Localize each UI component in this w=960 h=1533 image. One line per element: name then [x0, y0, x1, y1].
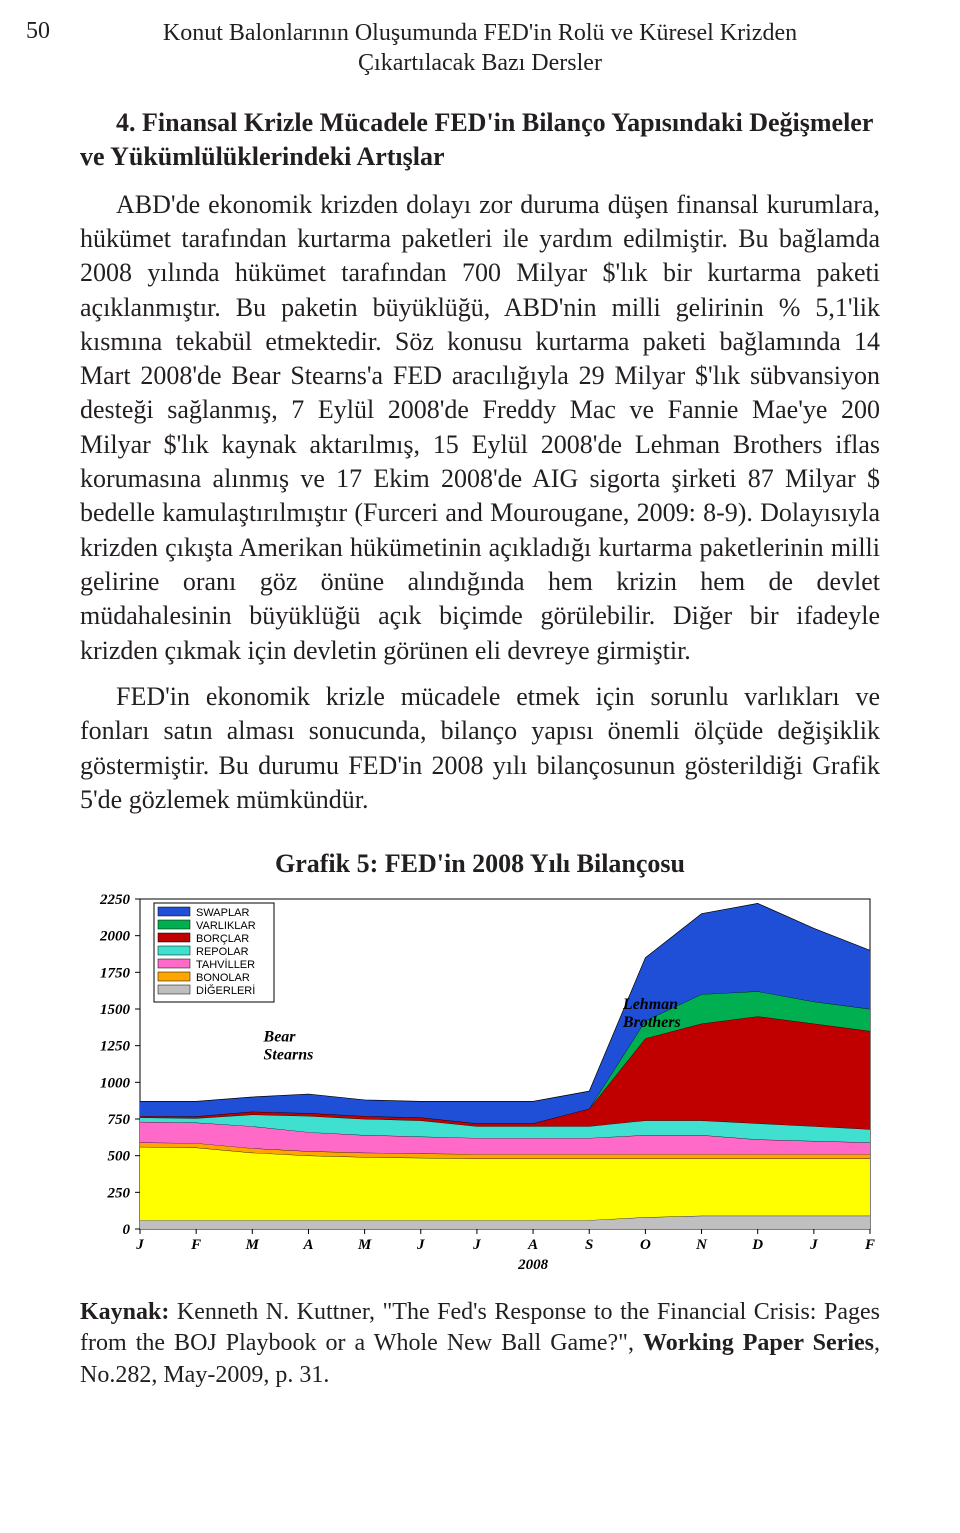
annotation: Brothers: [622, 1014, 681, 1031]
svg-text:1750: 1750: [100, 966, 131, 982]
legend-swatch: [158, 959, 190, 968]
svg-text:1000: 1000: [100, 1076, 131, 1092]
running-head-line1: Konut Balonlarının Oluşumunda FED'in Rol…: [163, 20, 797, 46]
annotation: Bear: [263, 1028, 297, 1045]
svg-text:M: M: [245, 1237, 260, 1253]
svg-text:N: N: [695, 1237, 708, 1253]
svg-text:J: J: [809, 1237, 818, 1253]
svg-text:0: 0: [123, 1222, 131, 1238]
legend-label: BONOLAR: [196, 972, 250, 984]
svg-text:2000: 2000: [99, 929, 131, 945]
chart-title: Grafik 5: FED'in 2008 Yılı Bilançosu: [80, 849, 880, 879]
svg-text:500: 500: [108, 1149, 131, 1165]
svg-text:250: 250: [107, 1186, 131, 1202]
legend-label: BORÇLAR: [196, 933, 249, 945]
svg-text:M: M: [357, 1237, 372, 1253]
svg-text:2008: 2008: [517, 1257, 549, 1269]
source-bold2: Working Paper Series: [643, 1330, 874, 1356]
svg-text:J: J: [472, 1237, 481, 1253]
paragraph-1: ABD'de ekonomik krizden dolayı zor durum…: [80, 188, 880, 668]
page: 50 Konut Balonlarının Oluşumunda FED'in …: [0, 0, 960, 1533]
legend-swatch: [158, 920, 190, 929]
source-prefix: Kaynak:: [80, 1299, 169, 1325]
legend-swatch: [158, 907, 190, 916]
svg-text:1500: 1500: [100, 1002, 131, 1018]
svg-text:F: F: [190, 1237, 201, 1253]
legend-swatch: [158, 933, 190, 942]
svg-text:A: A: [302, 1237, 313, 1253]
running-head-line2: Çıkartılacak Bazı Dersler: [358, 50, 602, 76]
svg-text:O: O: [640, 1237, 651, 1253]
page-number: 50: [26, 18, 50, 45]
annotation: Stearns: [264, 1046, 314, 1063]
section-heading: 4. Finansal Krizle Mücadele FED'in Bilan…: [80, 106, 880, 174]
source-line: Kaynak: Kenneth N. Kuttner, "The Fed's R…: [80, 1297, 880, 1391]
svg-text:1250: 1250: [100, 1039, 131, 1055]
svg-text:D: D: [751, 1237, 763, 1253]
legend-swatch: [158, 972, 190, 981]
svg-text:S: S: [585, 1237, 593, 1253]
legend-label: SWAPLAR: [196, 907, 249, 919]
svg-text:J: J: [135, 1237, 144, 1253]
svg-text:750: 750: [108, 1112, 131, 1128]
svg-text:F: F: [864, 1237, 875, 1253]
running-head: Konut Balonlarının Oluşumunda FED'in Rol…: [90, 18, 870, 78]
chart-container: 0 250 500 750 1000 1250 1500 1750 2000 2250 J F M A M J…: [80, 889, 880, 1269]
paragraph-2: FED'in ekonomik krizle mücadele etmek iç…: [80, 680, 880, 817]
fed-balance-sheet-chart: 0 250 500 750 1000 1250 1500 1750 2000 2250 J F M A M J…: [80, 889, 880, 1269]
svg-text:2250: 2250: [99, 892, 131, 908]
legend-swatch: [158, 985, 190, 994]
svg-text:J: J: [416, 1237, 425, 1253]
annotation: Lehman: [622, 996, 678, 1013]
legend-label: REPOLAR: [196, 946, 249, 958]
legend-label: DİĞERLERİ: [196, 984, 255, 997]
legend-label: VARLIKLAR: [196, 920, 256, 932]
legend-swatch: [158, 946, 190, 955]
svg-text:A: A: [527, 1237, 538, 1253]
legend-label: TAHVİLLER: [196, 958, 255, 971]
